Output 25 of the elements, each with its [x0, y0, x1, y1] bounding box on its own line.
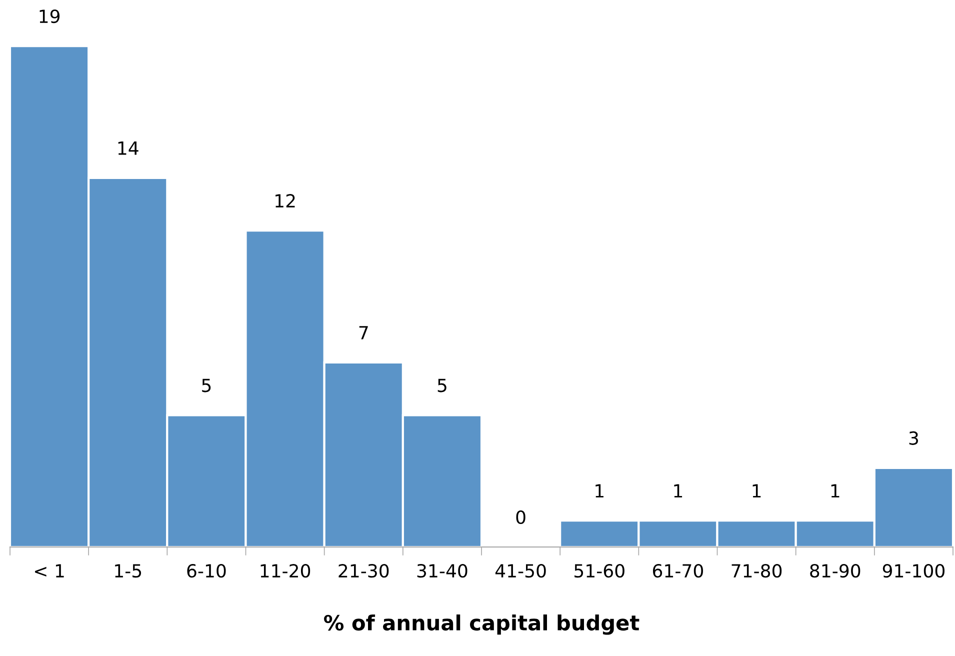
- data-label: 1: [674, 484, 682, 498]
- x-tick-label: 61-70: [652, 564, 703, 578]
- data-label: 5: [202, 378, 211, 392]
- x-tick-label: 11-20: [260, 564, 310, 578]
- x-tick-label: 41-50: [495, 564, 546, 578]
- data-label: 1: [752, 484, 761, 498]
- data-label: 19: [40, 9, 60, 24]
- x-tick-label: 91-100: [882, 564, 944, 578]
- x-tick-label: 81-90: [810, 564, 860, 578]
- data-label: 1: [831, 484, 840, 498]
- data-label: 7: [359, 326, 368, 340]
- x-axis-title: % of annual capital budget: [324, 614, 640, 635]
- x-tick-label: 21-30: [338, 564, 389, 578]
- data-label: 12: [276, 194, 295, 208]
- data-label: 0: [516, 510, 526, 524]
- x-tick-label: 31-40: [417, 564, 468, 578]
- data-label: 14: [118, 142, 138, 155]
- data-label: 1: [596, 484, 604, 498]
- x-tick-label: 6-10: [187, 564, 226, 578]
- x-tick-label: < 1: [35, 564, 64, 578]
- data-label: 5: [438, 378, 446, 392]
- x-tick-label: 51-60: [574, 564, 624, 578]
- x-tick-label: 71-80: [732, 564, 782, 578]
- x-tick-label: 1-5: [115, 564, 142, 578]
- data-label: 3: [909, 431, 918, 445]
